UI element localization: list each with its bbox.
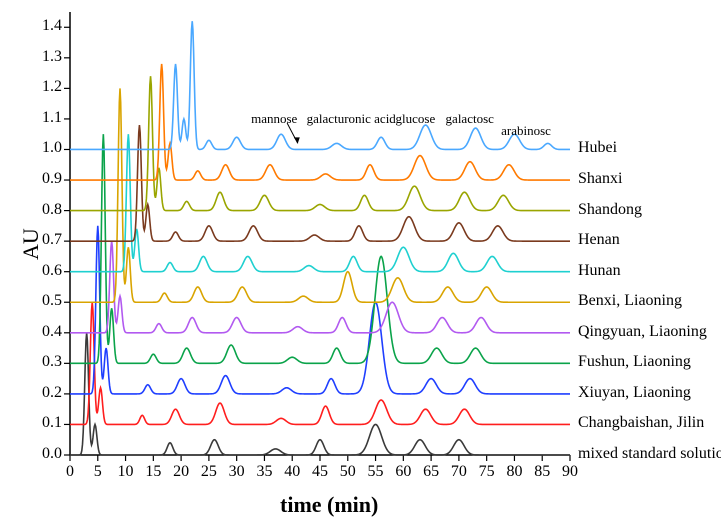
- legend-label: Shandong: [578, 201, 642, 219]
- y-tick-label: 0.5: [30, 292, 62, 310]
- y-tick-label: 1.2: [30, 78, 62, 96]
- x-tick-label: 25: [197, 463, 221, 481]
- x-tick-label: 35: [252, 463, 276, 481]
- y-tick-label: 1.0: [30, 139, 62, 157]
- y-tick-label: 1.1: [30, 109, 62, 127]
- legend-label: Henan: [578, 231, 620, 249]
- y-tick-label: 1.3: [30, 48, 62, 66]
- peak-annot-glucose: glucose: [396, 111, 436, 127]
- peak-annot-mannose: mannose: [251, 111, 297, 127]
- x-tick-label: 60: [391, 463, 415, 481]
- series-line: [70, 125, 570, 241]
- x-tick-label: 40: [280, 463, 304, 481]
- series-line: [70, 241, 570, 333]
- y-tick-label: 0.0: [30, 445, 62, 463]
- x-tick-label: 85: [530, 463, 554, 481]
- legend-label: mixed standard solution: [578, 445, 721, 463]
- legend-label: Shanxi: [578, 170, 622, 188]
- x-tick-label: 65: [419, 463, 443, 481]
- x-tick-label: 45: [308, 463, 332, 481]
- peak-annot-galactose: galactosc: [446, 111, 494, 127]
- x-tick-label: 70: [447, 463, 471, 481]
- series-line: [70, 21, 570, 149]
- y-tick-label: 0.6: [30, 262, 62, 280]
- x-tick-label: 30: [225, 463, 249, 481]
- series-line: [70, 76, 570, 210]
- y-tick-label: 0.3: [30, 353, 62, 371]
- series-line: [70, 134, 570, 271]
- legend-label: Hunan: [578, 262, 621, 280]
- legend-label: Fushun, Liaoning: [578, 353, 691, 371]
- peak-annot-arabinose: arabinosc: [501, 123, 551, 139]
- x-tick-label: 90: [558, 463, 582, 481]
- x-tick-label: 80: [502, 463, 526, 481]
- chromatogram-figure: AU time (min) mannose galacturonic acid …: [0, 0, 721, 525]
- x-tick-label: 10: [114, 463, 138, 481]
- x-tick-label: 75: [475, 463, 499, 481]
- y-tick-label: 0.4: [30, 323, 62, 341]
- y-tick-label: 0.7: [30, 231, 62, 249]
- legend-label: Benxi, Liaoning: [578, 292, 682, 310]
- y-tick-label: 1.4: [30, 17, 62, 35]
- series-line: [70, 134, 570, 363]
- y-tick-label: 0.1: [30, 414, 62, 432]
- x-tick-label: 20: [169, 463, 193, 481]
- x-tick-label: 5: [86, 463, 110, 481]
- x-tick-label: 55: [364, 463, 388, 481]
- legend-label: Hubei: [578, 139, 617, 157]
- y-tick-label: 0.8: [30, 201, 62, 219]
- series-line: [70, 226, 570, 394]
- x-tick-label: 0: [58, 463, 82, 481]
- peak-annot-galacturonic: galacturonic acid: [307, 111, 396, 127]
- legend-label: Xiuyan, Liaoning: [578, 384, 691, 402]
- x-axis-label: time (min): [280, 492, 378, 518]
- x-tick-label: 15: [141, 463, 165, 481]
- legend-label: Changbaishan, Jilin: [578, 414, 704, 432]
- legend-label: Qingyuan, Liaoning: [578, 323, 707, 341]
- y-tick-label: 0.2: [30, 384, 62, 402]
- y-tick-label: 0.9: [30, 170, 62, 188]
- x-tick-label: 50: [336, 463, 360, 481]
